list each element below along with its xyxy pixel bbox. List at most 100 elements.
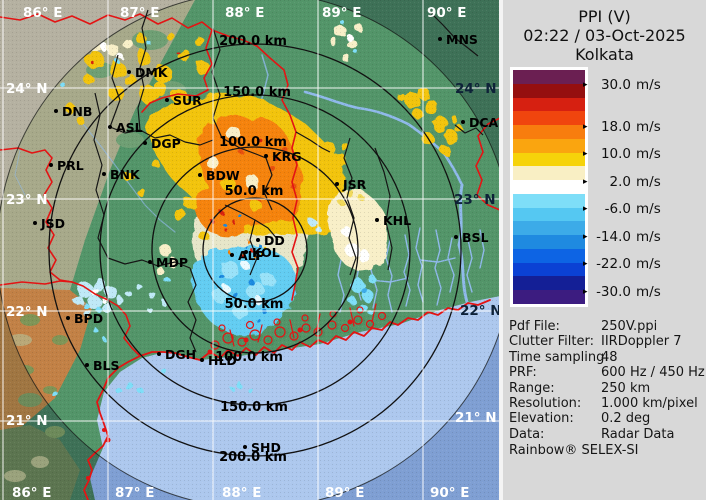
colorbar-band — [513, 70, 585, 84]
range-ring-label: 100.0 km — [219, 135, 287, 150]
legend-value: 18.0 — [600, 119, 631, 135]
legend-value: -6.0 — [604, 201, 631, 217]
station-label: JSD — [41, 216, 66, 231]
metadata-label: PRF: — [509, 365, 537, 381]
range-ring-label: 150.0 km — [220, 400, 288, 415]
panel-title-block: PPI (V) 02:22 / 03-Oct-2025 Kolkata — [503, 7, 706, 64]
metadata-row: Pdf File: 250V.ppi — [509, 319, 705, 334]
station-label: DMK — [135, 65, 168, 80]
station-label: HLD — [208, 353, 237, 368]
station-label: JSR — [343, 177, 367, 192]
latlon-grid — [0, 0, 499, 500]
metadata-label: Resolution: — [509, 395, 582, 411]
colorbar-band — [513, 193, 585, 208]
longitude-label-top: 87° E — [120, 5, 160, 21]
station-marker — [256, 238, 260, 242]
legend-unit: m/s — [636, 174, 661, 190]
legend-unit: m/s — [636, 256, 661, 272]
colorbar-band — [513, 221, 585, 236]
info-panel: PPI (V) 02:22 / 03-Oct-2025 Kolkata ▸ 30.… — [503, 0, 706, 500]
station-label: DGP — [151, 136, 181, 151]
station-marker — [335, 182, 339, 186]
station-marker — [461, 120, 465, 124]
colorbar-band — [513, 290, 585, 305]
legend-arrow-icon: ▸ — [583, 204, 588, 214]
station-label: SUR — [173, 93, 202, 108]
metadata-value: 600 Hz / 450 Hz — [601, 365, 705, 381]
colorbar-band — [513, 111, 585, 126]
station-label: ASL — [116, 120, 143, 135]
station-marker — [143, 141, 147, 145]
colorbar-band — [513, 262, 585, 277]
scan-metadata: Pdf File: 250V.ppi Clutter Filter: IIRDoppl… — [509, 319, 705, 442]
colorbar-band — [513, 235, 585, 249]
station-label: DGH — [165, 347, 197, 362]
metadata-row: PRF: 600 Hz / 450 Hz — [509, 365, 705, 380]
legend-value: -30.0 — [596, 284, 631, 300]
legend-arrow-icon: ▸ — [583, 259, 588, 269]
metadata-row: Data: Radar Data — [509, 427, 705, 442]
station-label: SHD — [251, 440, 281, 455]
station-marker — [200, 358, 204, 362]
legend-arrow-icon: ▸ — [583, 232, 588, 242]
station-label: DD — [264, 233, 285, 248]
legend-row: ▸ 30.0 m/s — [583, 76, 703, 94]
station-marker — [33, 221, 37, 225]
metadata-value: 1.000 km/pixel — [601, 395, 698, 411]
metadata-label: Pdf File: — [509, 319, 560, 334]
colorbar-band — [513, 180, 585, 194]
legend-arrow-icon: ▸ — [583, 287, 588, 297]
station-label: DNB — [62, 104, 93, 119]
legend-unit: m/s — [636, 284, 661, 300]
scan-datetime: 02:22 / 03-Oct-2025 — [523, 26, 686, 45]
station-marker — [165, 98, 169, 102]
longitude-label-top: 90° E — [427, 5, 467, 21]
legend-value: 10.0 — [600, 146, 631, 162]
legend-unit: m/s — [636, 119, 661, 135]
colorbar-band — [513, 138, 585, 153]
station-marker — [49, 163, 53, 167]
metadata-label: Range: — [509, 380, 555, 396]
legend-unit: m/s — [636, 146, 661, 162]
longitude-label-top: 89° E — [322, 5, 362, 21]
legend-value: -22.0 — [596, 256, 631, 272]
legend-value: 2.0 — [609, 174, 631, 190]
radar-map-graphic — [0, 0, 499, 500]
metadata-row: Resolution: 1.000 km/pixel — [509, 396, 705, 411]
metadata-value: Radar Data — [601, 426, 675, 442]
latitude-label-right: 24° N — [455, 81, 497, 97]
legend-row: ▸ 2.0 m/s — [583, 173, 703, 191]
colorbar-band — [513, 166, 585, 181]
metadata-row: Range: 250 km — [509, 381, 705, 396]
station-marker — [127, 70, 131, 74]
station-label: BDW — [206, 168, 240, 183]
legend-value: 30.0 — [600, 77, 631, 93]
longitude-label-bottom: 88° E — [222, 485, 262, 500]
range-rings — [0, 0, 499, 500]
station-label: KRG — [272, 149, 302, 164]
station-marker — [375, 218, 379, 222]
station-marker — [102, 172, 106, 176]
latitude-label-left: 24° N — [6, 81, 48, 97]
station-marker — [264, 154, 268, 158]
station-label: MDP — [156, 255, 188, 270]
station-label: BLS — [93, 358, 120, 373]
metadata-row: Elevation: 0.2 deg — [509, 411, 705, 426]
metadata-value: 0.2 deg — [601, 411, 651, 427]
station-marker — [454, 235, 458, 239]
range-ring-label: 200.0 km — [219, 450, 287, 465]
range-ring-label: 200.0 km — [219, 34, 287, 49]
station-label: ALP — [238, 248, 265, 263]
metadata-label: Clutter Filter: — [509, 334, 594, 350]
latitude-label-left: 23° N — [6, 192, 48, 208]
colorbar-band — [513, 276, 585, 291]
product-title: PPI (V) — [578, 7, 631, 26]
latitude-label-left: 22° N — [6, 304, 48, 320]
station-marker — [148, 260, 152, 264]
colorbar-band — [513, 125, 585, 139]
metadata-value: IIRDoppler 7 — [601, 334, 682, 350]
legend-arrow-icon: ▸ — [583, 149, 588, 159]
station-marker — [438, 37, 442, 41]
colorbar-band — [513, 248, 585, 263]
